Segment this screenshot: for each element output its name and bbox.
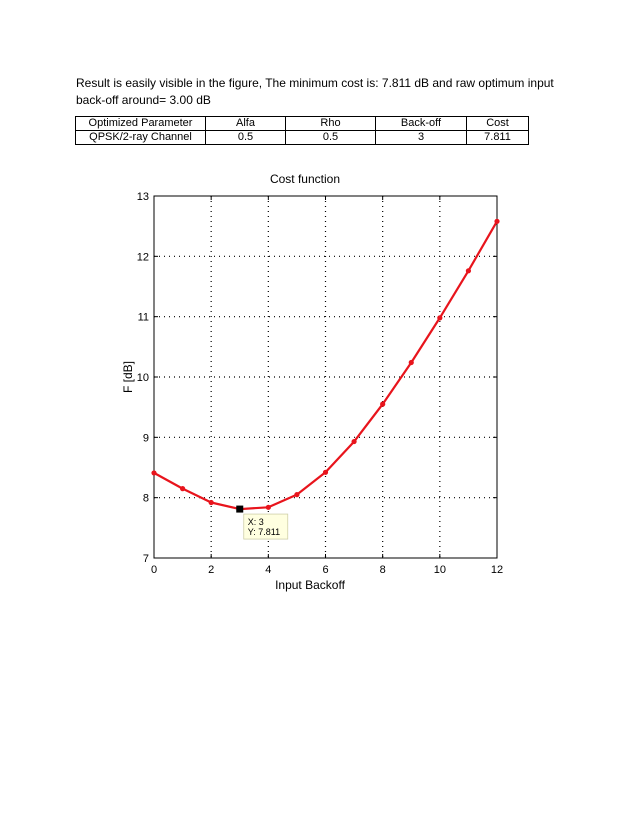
cell-channel: QPSK/2-ray Channel bbox=[75, 130, 206, 145]
axis-ticks: 0 2 4 6 8 10 12 7 8 9 10 11 12 13 bbox=[137, 191, 503, 576]
datatip-box bbox=[243, 513, 289, 540]
data-point[interactable] bbox=[208, 499, 214, 506]
datatip-group[interactable]: X: 3Y: 7.811 bbox=[236, 505, 289, 540]
x-tick-label: 8 bbox=[380, 564, 386, 576]
y-tick-label: 13 bbox=[137, 191, 149, 203]
datatip-marker[interactable] bbox=[236, 505, 244, 513]
y-axis-label: F [dB] bbox=[121, 361, 135, 393]
result-line-2: back-off around= 3.00 dB bbox=[76, 93, 211, 107]
parameter-table: Optimized Parameter Alfa Rho Back-off Co… bbox=[75, 116, 529, 145]
x-tick-label: 0 bbox=[151, 564, 157, 576]
cell-cost: 7.811 bbox=[466, 130, 529, 145]
data-point[interactable] bbox=[465, 268, 472, 274]
y-tick-label: 12 bbox=[137, 251, 149, 263]
x-tick-label: 12 bbox=[491, 564, 503, 576]
data-point[interactable] bbox=[380, 401, 386, 407]
data-point[interactable] bbox=[408, 359, 414, 366]
cell-rho: 0.5 bbox=[285, 130, 376, 145]
series-group bbox=[151, 218, 500, 512]
result-line-1: Result is easily visible in the figure, … bbox=[76, 76, 554, 90]
data-point[interactable] bbox=[494, 218, 500, 224]
grid-lines bbox=[154, 196, 497, 558]
series-line bbox=[153, 220, 498, 511]
data-point[interactable] bbox=[351, 438, 357, 445]
x-tick-label: 2 bbox=[208, 564, 214, 576]
x-axis-label: Input Backoff bbox=[275, 578, 345, 592]
data-point[interactable] bbox=[151, 470, 157, 476]
x-tick-label: 6 bbox=[322, 564, 328, 576]
table-row: QPSK/2-ray Channel 0.5 0.5 3 7.811 bbox=[75, 130, 529, 145]
y-tick-label: 9 bbox=[143, 432, 149, 444]
data-point[interactable] bbox=[322, 469, 329, 475]
x-tick-label: 10 bbox=[434, 564, 446, 576]
y-tick-label: 8 bbox=[143, 493, 149, 505]
result-paragraph: Result is easily visible in the figure, … bbox=[76, 75, 566, 109]
cell-alfa: 0.5 bbox=[205, 130, 286, 145]
y-tick-label: 7 bbox=[143, 553, 149, 565]
y-tick-label: 10 bbox=[137, 372, 149, 384]
datatip-y-label: Y: 7.811 bbox=[248, 527, 280, 537]
x-tick-label: 4 bbox=[265, 564, 271, 576]
data-point[interactable] bbox=[179, 486, 186, 492]
data-point[interactable] bbox=[265, 504, 271, 510]
datatip-x-label: X: 3 bbox=[248, 517, 264, 527]
chart-title: Cost function bbox=[270, 172, 340, 186]
y-tick-label: 11 bbox=[138, 312, 149, 324]
data-point[interactable] bbox=[294, 492, 300, 498]
data-point[interactable] bbox=[437, 315, 443, 321]
